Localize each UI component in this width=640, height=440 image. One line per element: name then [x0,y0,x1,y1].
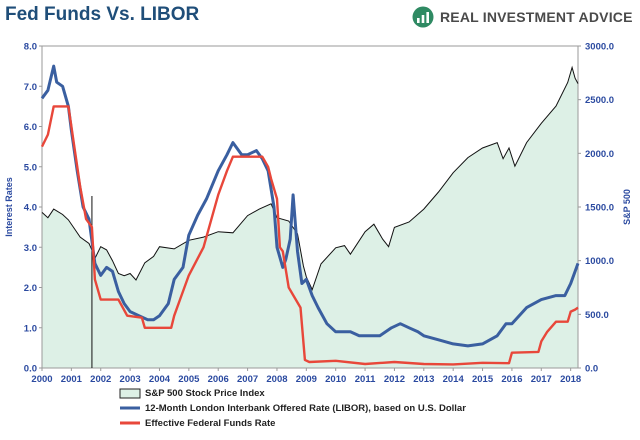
legend-label-fed-funds: Effective Federal Funds Rate [145,418,275,429]
x-tick-label: 2004 [149,374,171,385]
y-left-tick-label: 3.0 [24,243,37,254]
y-right-tick-label: 2500.0 [585,95,614,106]
page-title: Fed Funds Vs. LIBOR [5,4,200,25]
y-left-tick-label: 1.0 [24,323,37,334]
y-right-tick-label: 1500.0 [585,203,614,214]
rising-bars-logo-icon [412,6,434,28]
legend-label-libor: 12-Month London Interbank Offered Rate (… [145,403,466,414]
series-line-fed-funds [40,105,579,366]
x-tick-label: 2018 [560,374,581,385]
y-left-tick-label: 5.0 [24,162,37,173]
y-left-tick-label: 6.0 [24,122,37,133]
x-tick-label: 2001 [61,374,83,385]
x-tick-label: 2005 [178,374,200,385]
y-left-axis-label: Interest Rates [4,177,14,237]
y-left-tick-label: 4.0 [24,203,37,214]
y-right-tick-label: 2000.0 [585,149,614,160]
y-right-tick-label: 1000.0 [585,256,614,267]
y-right-tick-label: 0.0 [585,364,598,375]
x-tick-label: 2017 [531,374,552,385]
y-left-tick-label: 2.0 [24,283,37,294]
series-line-sp500 [41,65,579,291]
x-tick-label: 2002 [90,374,111,385]
x-tick-label: 2013 [413,374,434,385]
x-tick-label: 2003 [120,374,141,385]
legend-swatch-sp500 [119,388,141,399]
brand-name: REAL INVESTMENT ADVICE [440,9,633,25]
legend: S&P 500 Stock Price Index 12-Month London… [119,388,466,429]
x-tick-label: 2009 [296,374,317,385]
y-right-tick-label: 3000.0 [585,42,614,53]
sp500-area [42,67,578,368]
y-right-axis-label: S&P 500 [622,189,632,225]
y-right-tick-label: 500.0 [585,310,609,321]
x-tick-label: 2012 [384,374,405,385]
x-tick-label: 2007 [237,374,258,385]
x-tick-label: 2011 [355,374,376,385]
x-tick-label: 2015 [472,374,494,385]
brand-logo: REAL INVESTMENT ADVICE [412,6,633,28]
x-tick-label: 2014 [443,374,465,385]
y-left-tick-label: 0.0 [24,364,37,375]
x-tick-label: 2000 [31,374,52,385]
y-left-tick-label: 8.0 [24,42,37,53]
legend-label-sp500: S&P 500 Stock Price Index [145,388,265,399]
x-tick-label: 2006 [208,374,229,385]
x-tick-label: 2016 [501,374,522,385]
series-line-libor [40,64,580,348]
y-left-tick-label: 7.0 [24,82,37,93]
x-tick-label: 2008 [266,374,287,385]
x-tick-label: 2010 [325,374,346,385]
